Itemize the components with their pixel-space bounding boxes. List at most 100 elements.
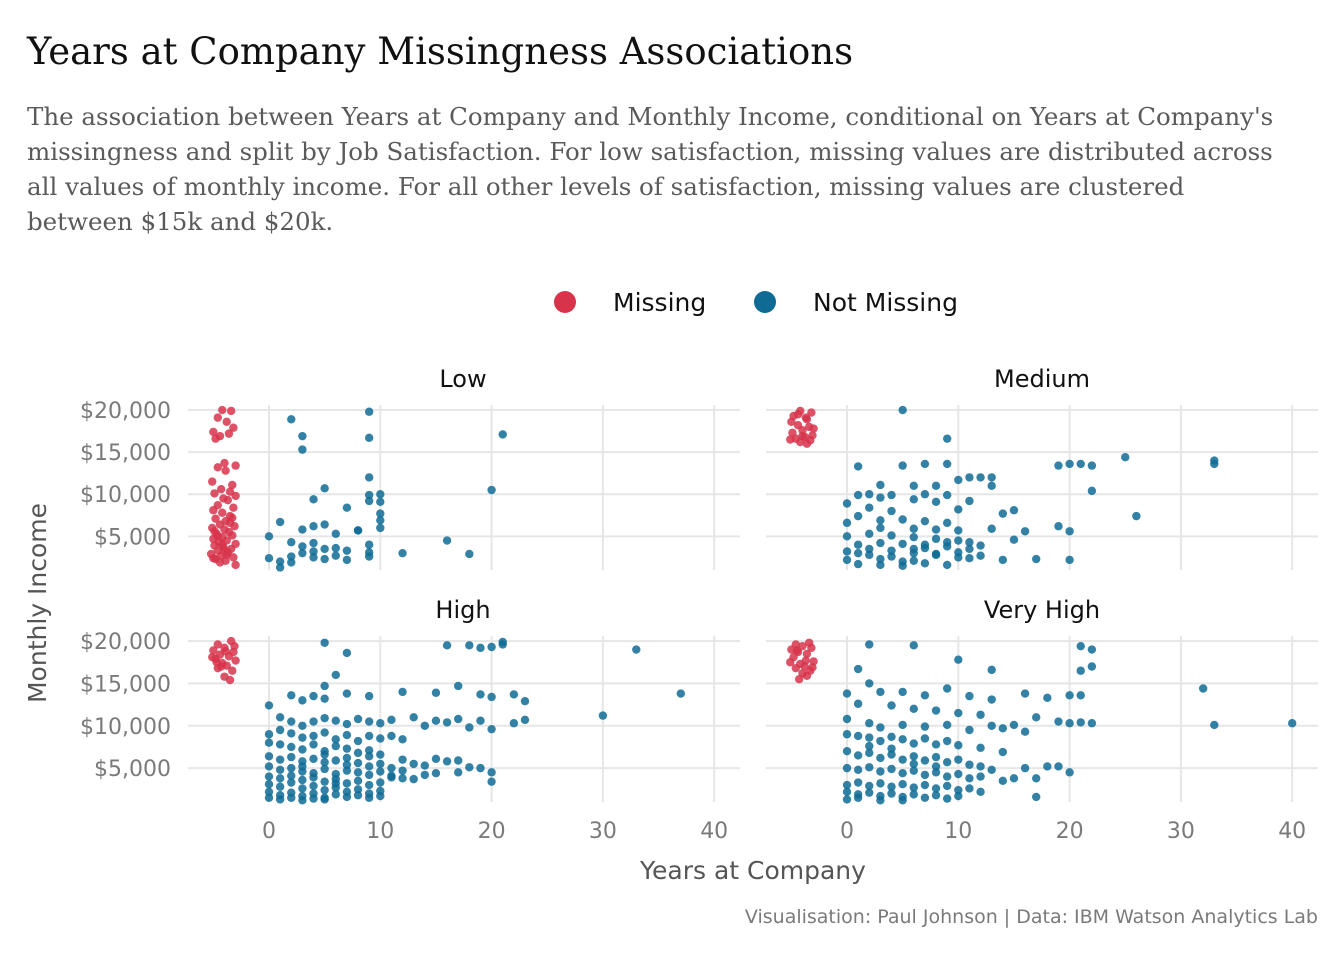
point-not-missing: [887, 750, 896, 759]
point-not-missing: [865, 748, 874, 758]
point-not-missing: [264, 701, 274, 710]
point-not-missing: [898, 687, 907, 697]
point-missing: [801, 413, 811, 422]
point-not-missing: [920, 780, 930, 790]
point-missing: [213, 463, 223, 472]
point-not-missing: [1065, 768, 1074, 777]
point-not-missing: [498, 640, 507, 649]
point-not-missing: [287, 742, 296, 752]
point-not-missing: [364, 770, 374, 780]
point-not-missing: [909, 759, 918, 769]
point-not-missing: [353, 748, 363, 758]
point-not-missing: [909, 481, 918, 491]
point-not-missing: [353, 785, 363, 794]
point-not-missing: [476, 690, 485, 699]
point-missing: [807, 408, 816, 417]
point-not-missing: [320, 520, 329, 529]
point-not-missing: [931, 534, 941, 544]
point-not-missing: [387, 763, 396, 773]
point-missing: [798, 426, 807, 435]
point-not-missing: [342, 753, 352, 763]
point-not-missing: [909, 556, 918, 565]
point-not-missing: [520, 715, 530, 725]
point-missing: [211, 434, 220, 443]
point-not-missing: [398, 735, 407, 744]
point-not-missing: [976, 772, 985, 781]
point-not-missing: [364, 780, 374, 790]
point-not-missing: [942, 781, 952, 791]
point-missing: [208, 477, 217, 486]
point-not-missing: [498, 430, 507, 439]
point-not-missing: [965, 691, 974, 701]
x-axis-title: Years at Company: [639, 856, 866, 885]
point-missing: [220, 458, 229, 468]
point-not-missing: [998, 776, 1008, 786]
point-missing: [229, 503, 238, 512]
point-not-missing: [287, 558, 296, 567]
point-not-missing: [976, 787, 985, 797]
point-not-missing: [998, 555, 1008, 565]
point-not-missing: [509, 719, 519, 728]
point-not-missing: [309, 717, 318, 726]
point-not-missing: [320, 764, 329, 774]
point-not-missing: [376, 490, 385, 499]
point-not-missing: [1009, 506, 1019, 515]
point-not-missing: [1076, 641, 1085, 651]
point-not-missing: [1087, 645, 1097, 654]
point-not-missing: [387, 715, 396, 725]
point-missing: [231, 461, 240, 470]
point-not-missing: [364, 752, 374, 761]
point-not-missing: [1210, 720, 1219, 730]
point-missing: [209, 646, 218, 655]
point-not-missing: [1032, 713, 1041, 722]
point-not-missing: [376, 719, 385, 728]
point-missing: [218, 508, 227, 517]
point-not-missing: [876, 523, 885, 533]
point-missing: [213, 640, 223, 649]
y-tick-label: $15,000: [80, 672, 171, 697]
point-not-missing: [342, 503, 352, 512]
point-not-missing: [876, 516, 885, 525]
point-not-missing: [898, 735, 907, 744]
point-missing: [802, 649, 812, 658]
point-not-missing: [287, 763, 296, 773]
point-missing: [786, 435, 795, 444]
point-not-missing: [1065, 691, 1074, 700]
point-not-missing: [298, 548, 307, 558]
point-not-missing: [909, 524, 918, 533]
point-not-missing: [420, 770, 430, 780]
point-not-missing: [376, 523, 385, 533]
point-not-missing: [320, 785, 329, 795]
point-not-missing: [331, 551, 340, 560]
x-tick-label: 20: [1056, 819, 1084, 844]
point-not-missing: [431, 688, 441, 697]
point-not-missing: [909, 766, 918, 775]
point-not-missing: [1087, 461, 1097, 470]
point-not-missing: [1054, 717, 1063, 726]
point-not-missing: [309, 794, 318, 803]
point-not-missing: [1043, 693, 1052, 703]
x-tick-label: 10: [366, 819, 394, 844]
point-not-missing: [320, 681, 329, 691]
point-not-missing: [887, 506, 896, 516]
point-not-missing: [309, 495, 318, 504]
point-missing: [794, 674, 804, 684]
point-not-missing: [309, 773, 318, 782]
point-not-missing: [376, 516, 385, 525]
point-not-missing: [909, 544, 918, 554]
point-not-missing: [920, 543, 930, 553]
point-not-missing: [275, 765, 285, 775]
point-not-missing: [865, 788, 874, 797]
point-not-missing: [353, 526, 363, 535]
panel-title-low: Low: [439, 365, 486, 393]
point-not-missing: [1210, 459, 1219, 469]
point-not-missing: [298, 775, 307, 785]
point-not-missing: [909, 641, 918, 650]
point-not-missing: [876, 554, 885, 564]
panel-title-medium: Medium: [994, 365, 1090, 393]
point-not-missing: [364, 433, 374, 443]
point-not-missing: [275, 713, 285, 722]
point-not-missing: [309, 781, 318, 791]
point-not-missing: [309, 754, 318, 764]
point-not-missing: [876, 560, 885, 570]
